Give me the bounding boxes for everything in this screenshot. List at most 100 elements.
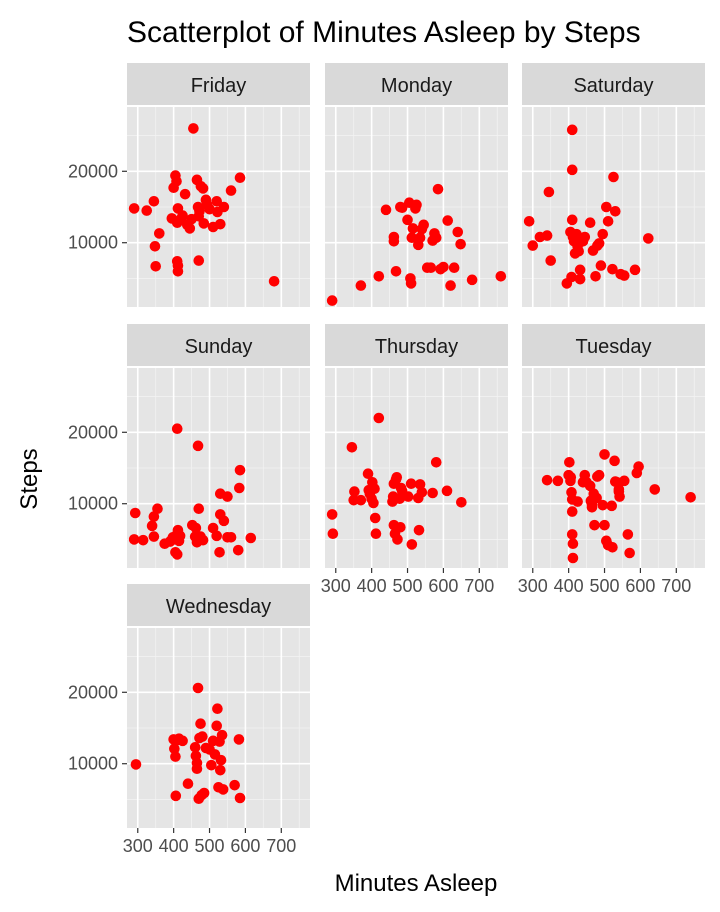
data-point bbox=[369, 483, 380, 495]
y-axis-title: Steps bbox=[16, 448, 43, 509]
y-tick-label: 10000 bbox=[68, 233, 118, 253]
data-point bbox=[137, 534, 149, 546]
data-point bbox=[170, 751, 181, 762]
data-point bbox=[171, 175, 182, 187]
data-point bbox=[405, 278, 417, 289]
data-point bbox=[153, 228, 165, 239]
facet-tuesday: Tuesday 300 400 500 600 700 bbox=[518, 324, 705, 596]
data-point bbox=[597, 499, 609, 511]
data-point bbox=[455, 238, 466, 250]
strip-background bbox=[522, 324, 705, 366]
data-point bbox=[368, 497, 379, 509]
data-point bbox=[445, 280, 456, 291]
strip-label: Friday bbox=[191, 75, 247, 97]
data-point bbox=[179, 188, 191, 200]
data-point bbox=[567, 552, 579, 564]
data-point bbox=[405, 478, 417, 490]
data-point bbox=[198, 218, 210, 229]
data-point bbox=[327, 528, 339, 540]
data-point bbox=[390, 265, 402, 277]
data-point bbox=[211, 530, 223, 542]
data-point bbox=[624, 547, 635, 559]
data-point bbox=[572, 496, 583, 507]
data-point bbox=[629, 264, 641, 276]
data-point bbox=[217, 784, 229, 795]
x-tick-label: 600 bbox=[230, 836, 260, 856]
data-point bbox=[566, 124, 578, 136]
data-point bbox=[174, 530, 186, 542]
data-point bbox=[373, 270, 385, 282]
data-point bbox=[566, 506, 578, 517]
data-point bbox=[214, 218, 226, 230]
data-point bbox=[608, 171, 619, 183]
data-point bbox=[234, 482, 245, 494]
data-point bbox=[567, 538, 579, 550]
strip-background bbox=[522, 63, 705, 105]
data-point bbox=[373, 412, 385, 424]
data-point bbox=[177, 735, 188, 747]
data-point bbox=[380, 204, 392, 216]
data-point bbox=[527, 240, 539, 251]
data-point bbox=[618, 475, 630, 487]
facet-saturday: Saturday bbox=[522, 63, 705, 307]
data-point bbox=[214, 764, 226, 776]
facet-friday: Friday 10000 20000 bbox=[68, 63, 310, 307]
strip-label: Sunday bbox=[185, 336, 253, 358]
data-point bbox=[495, 270, 507, 282]
data-point bbox=[218, 515, 230, 527]
data-point bbox=[593, 469, 605, 481]
data-point bbox=[212, 703, 223, 715]
data-point bbox=[152, 503, 163, 515]
data-point bbox=[218, 201, 230, 213]
data-point bbox=[649, 484, 661, 495]
x-tick-label: 300 bbox=[518, 576, 548, 596]
data-point bbox=[566, 164, 578, 176]
data-point bbox=[552, 475, 564, 487]
data-point bbox=[590, 270, 601, 282]
data-point bbox=[441, 485, 453, 497]
data-point bbox=[197, 183, 209, 194]
data-point bbox=[584, 217, 596, 229]
data-point bbox=[413, 524, 425, 536]
facet-thursday: Thursday 300 400 500 600 700 bbox=[321, 324, 508, 596]
x-tick-label: 400 bbox=[554, 576, 584, 596]
data-point bbox=[407, 223, 419, 234]
data-point bbox=[411, 199, 422, 211]
data-point bbox=[193, 255, 205, 266]
data-point bbox=[232, 544, 244, 556]
x-tick-label: 600 bbox=[625, 576, 655, 596]
data-point bbox=[150, 260, 162, 272]
data-point bbox=[579, 231, 591, 243]
data-point bbox=[406, 539, 418, 550]
data-point bbox=[141, 205, 153, 216]
data-point bbox=[565, 471, 577, 483]
data-point bbox=[633, 461, 644, 472]
x-tick-label: 600 bbox=[428, 576, 458, 596]
x-tick-label: 500 bbox=[590, 576, 620, 596]
data-point bbox=[545, 255, 557, 266]
data-point bbox=[370, 528, 382, 540]
data-point bbox=[177, 210, 188, 221]
data-point bbox=[591, 492, 602, 504]
data-point bbox=[566, 271, 577, 283]
data-point bbox=[466, 274, 478, 286]
data-point bbox=[234, 464, 246, 476]
data-point bbox=[233, 734, 245, 745]
data-point bbox=[172, 265, 184, 277]
strip-background bbox=[325, 63, 508, 105]
data-point bbox=[607, 541, 618, 553]
data-point bbox=[129, 507, 141, 519]
x-tick-label: 700 bbox=[661, 576, 691, 596]
data-point bbox=[427, 487, 438, 499]
strip-label: Wednesday bbox=[166, 596, 271, 618]
data-point bbox=[602, 215, 614, 227]
data-point bbox=[425, 262, 437, 274]
data-point bbox=[685, 491, 696, 503]
y-tick-label: 20000 bbox=[68, 161, 118, 181]
data-point bbox=[245, 532, 257, 544]
data-point bbox=[194, 205, 205, 217]
data-point bbox=[432, 183, 444, 195]
data-point bbox=[392, 534, 403, 545]
data-point bbox=[406, 232, 418, 244]
